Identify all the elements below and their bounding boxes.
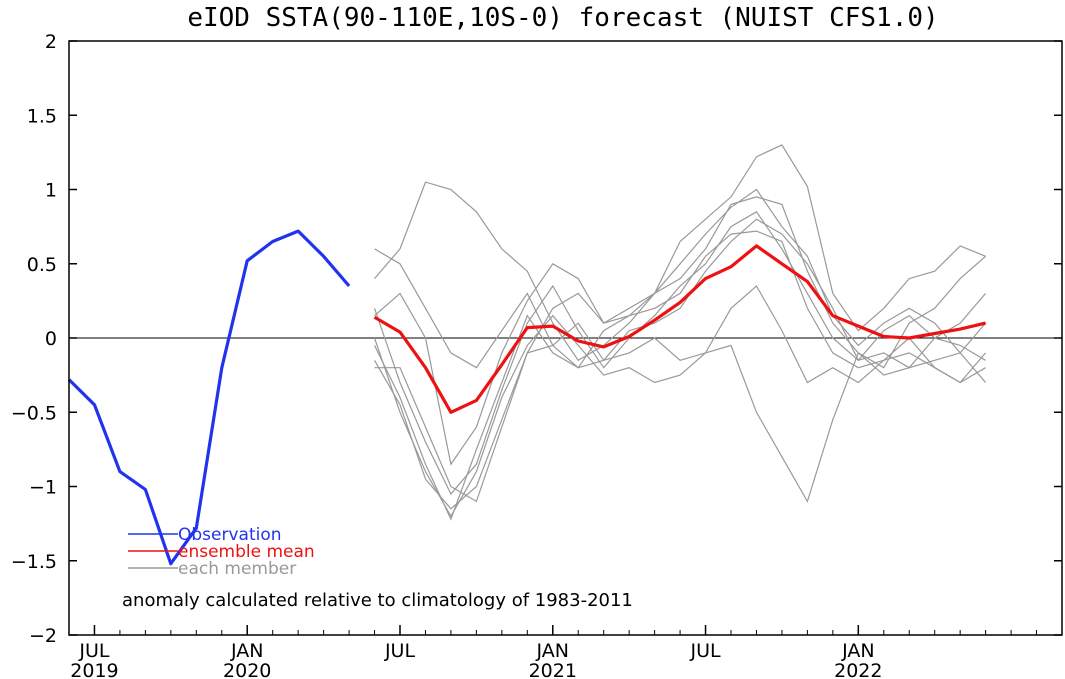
member-line-7 (373, 211, 987, 495)
y-tick-label: 1 (45, 180, 57, 202)
observation-line (67, 229, 351, 566)
y-tick-label: −2 (29, 625, 57, 647)
y-tick-label: 0.5 (27, 254, 57, 276)
x-tick-label: JAN (230, 640, 263, 662)
x-tick-year: 2020 (223, 660, 271, 679)
y-tick-label: −0.5 (11, 402, 57, 424)
legend-label-each-member: each member (178, 559, 296, 579)
x-tick-year: 2022 (834, 660, 882, 679)
ensemble-mean-line (373, 244, 986, 414)
member-line-3 (374, 188, 987, 503)
series-lines (67, 229, 986, 566)
y-tick-label: 0 (45, 328, 57, 350)
member-line-8 (373, 218, 987, 521)
x-tick-label: JUL (384, 640, 416, 662)
x-tick-label: JUL (689, 640, 721, 662)
x-tick-year: 2019 (70, 660, 118, 679)
x-tick-label: JAN (536, 640, 569, 662)
member-line-4 (373, 314, 986, 518)
y-tick-label: 2 (45, 31, 57, 53)
legend: Observation ensemble mean each member (128, 525, 315, 579)
y-tick-label: 1.5 (27, 105, 57, 127)
member-line-6 (373, 285, 986, 510)
y-tick-label: −1 (29, 477, 57, 499)
x-tick-label: JUL (78, 640, 110, 662)
climatology-note: anomaly calculated relative to climatolo… (122, 590, 633, 611)
member-lines (373, 144, 987, 521)
chart-title: eIOD SSTA(90-110E,10S-0) forecast (NUIST… (187, 3, 938, 33)
member-line-2 (374, 181, 986, 369)
y-tick-label: −1.5 (11, 551, 57, 573)
x-tick-label: JAN (841, 640, 874, 662)
legend-label-ensemble-mean: ensemble mean (178, 542, 315, 562)
x-tick-year: 2021 (529, 660, 577, 679)
y-axis: 2 1.5 1 0.5 0 −0.5 −1 −1.5 −2 (11, 31, 1062, 647)
legend-label-observation: Observation (178, 525, 282, 545)
member-line-5 (374, 144, 986, 466)
